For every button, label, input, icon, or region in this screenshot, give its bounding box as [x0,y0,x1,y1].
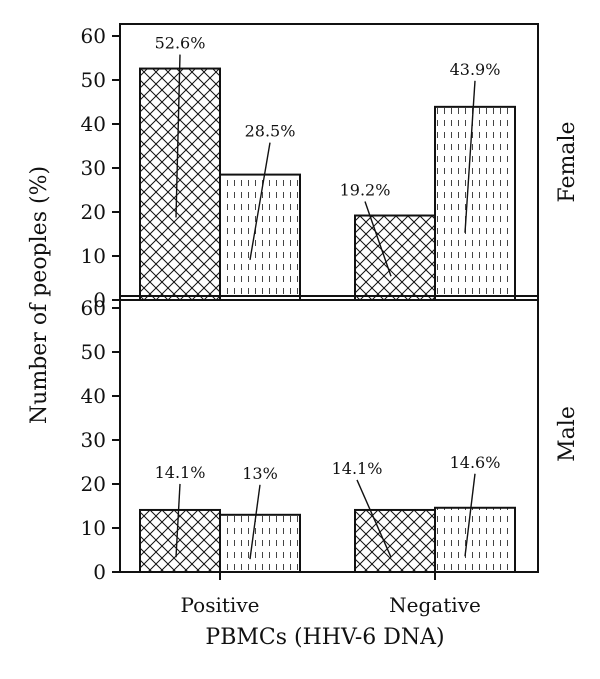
label-leader-line [364,201,392,277]
x-category-label: Positive [181,593,260,617]
data-label: 14.1% [155,463,206,482]
label-leader-line [356,479,392,558]
bar [219,173,301,302]
data-label: 14.6% [450,453,501,472]
y-tick-label: 30 [81,428,106,452]
label-leader-line [175,483,181,558]
y-tick-label: 10 [81,516,106,540]
y-tick-label: 0 [93,560,106,584]
label-leader-line [249,142,271,260]
panel-male: 0 10 20 30 40 50 60 Male 14.1% 13% 14.1% 14.6% Posit… [81,295,580,617]
panel-label: Female [555,121,580,202]
y-tick-label: 60 [81,296,106,320]
label-leader-line [175,54,181,218]
y-tick-label: 50 [81,68,106,92]
y-tick-label: 40 [81,384,106,408]
panel-frame [119,295,539,573]
bar [434,105,516,301]
panel-label: Male [555,406,580,462]
data-label: 52.6% [155,34,206,53]
y-axis-title: Number of peoples (%) [27,166,52,424]
label-leader-line [464,80,476,233]
panel-frame [119,23,539,301]
label-leader-line [249,484,261,560]
y-tick-label: 20 [81,472,106,496]
panel-female: 0 10 20 30 40 50 60 Female 52.6% 28.5% 19.2% 43.9% [81,23,580,312]
y-tick-label: 30 [81,156,106,180]
y-tick-label: 10 [81,244,106,268]
x-category-label: Negative [389,593,481,617]
data-label: 19.2% [340,181,391,200]
bar [219,513,301,573]
bar [354,214,436,302]
x-axis-title: PBMCs (HHV-6 DNA) [205,625,444,650]
bar [354,508,436,573]
y-tick-label: 20 [81,200,106,224]
bar [139,508,221,573]
data-label: 43.9% [450,60,501,79]
data-label: 14.1% [332,459,383,478]
bar [434,506,516,574]
y-tick-label: 0 [93,288,106,312]
data-label: 28.5% [245,122,296,141]
label-leader-line [464,473,476,557]
y-tick-label: 50 [81,340,106,364]
y-tick-label: 60 [81,24,106,48]
bar [139,67,221,301]
y-tick-label: 40 [81,112,106,136]
data-label: 13% [242,464,278,483]
